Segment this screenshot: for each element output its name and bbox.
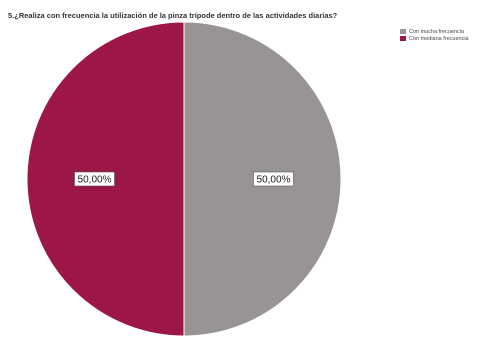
legend-label: Con mucha frecuencia [409,28,465,35]
svg-text:50,00%: 50,00% [257,175,291,186]
legend-label: Con mediana frecuencia [409,35,469,42]
legend-item-1: Con mucha frecuencia [400,28,469,35]
svg-text:50,00%: 50,00% [78,175,112,186]
data-label-1: 50,00% [253,171,294,187]
legend-swatch [400,36,406,41]
legend: Con mucha frecuencia Con mediana frecuenc… [400,28,469,42]
legend-swatch [400,29,406,34]
legend-item-2: Con mediana frecuencia [400,35,469,42]
chart-title: 5.¿Realiza con frecuencia la utilización… [8,11,338,20]
data-label-2: 50,00% [74,171,115,187]
